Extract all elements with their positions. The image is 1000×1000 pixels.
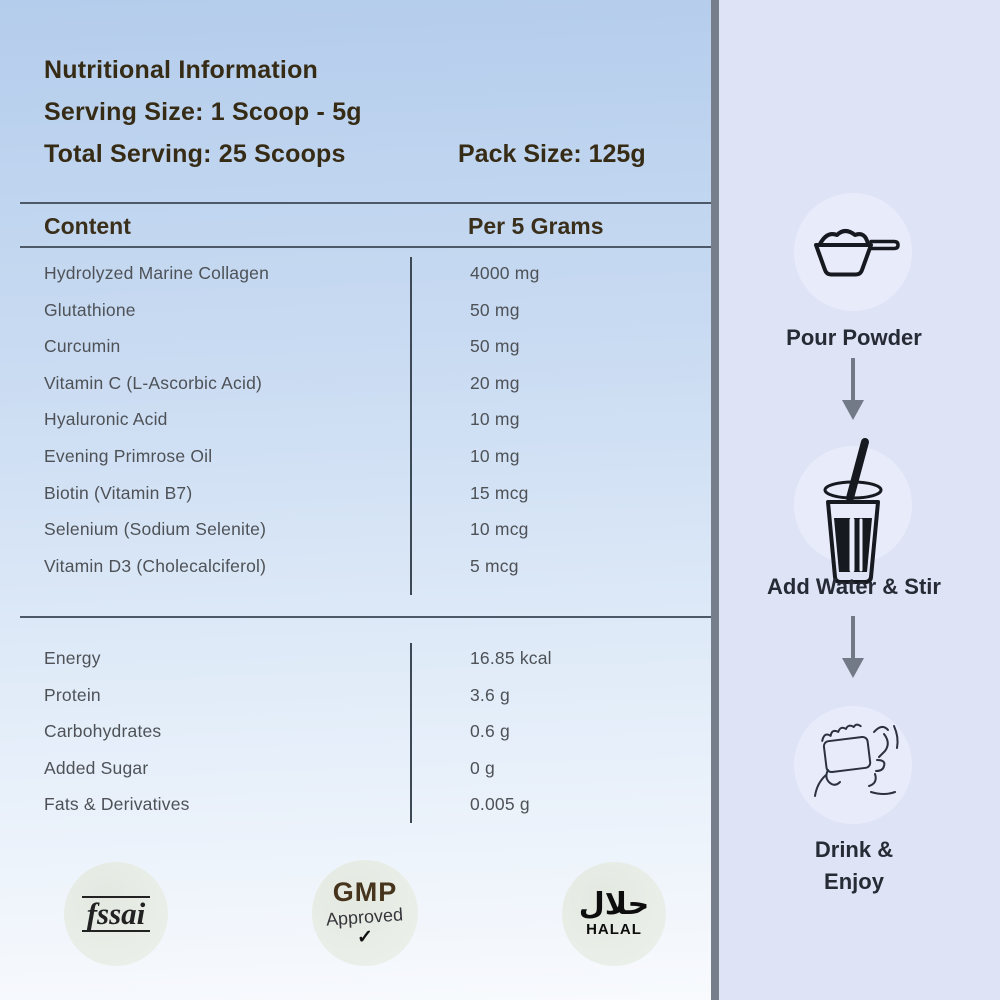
scoop-icon <box>814 229 900 277</box>
table-row: Added Sugar 0 g <box>0 758 711 784</box>
step-label-drink-text: Drink & Enjoy <box>814 837 894 894</box>
rule-under-header <box>20 246 712 248</box>
table-row: Fats & Derivatives 0.005 g <box>0 794 711 820</box>
panel-divider-bar <box>711 0 719 1000</box>
halal-arabic-text: حلال <box>578 887 650 922</box>
row-value: 3.6 g <box>470 684 510 705</box>
table-row: Energy 16.85 kcal <box>0 648 711 674</box>
column-header-content: Content <box>44 213 131 239</box>
row-value: 5 mcg <box>470 555 519 576</box>
rule-section-separator <box>20 616 712 618</box>
step-label-drink: Drink & Enjoy <box>744 834 964 898</box>
row-value: 10 mg <box>470 409 520 430</box>
row-name: Hyaluronic Acid <box>44 409 168 430</box>
row-value: 50 mg <box>470 336 520 357</box>
row-value: 20 mg <box>470 372 520 393</box>
row-name: Added Sugar <box>44 757 149 778</box>
table-row: Curcumin 50 mg <box>0 336 711 362</box>
row-value: 15 mcg <box>470 482 529 503</box>
table-row: Glutathione 50 mg <box>0 300 711 326</box>
rule-top <box>20 202 712 204</box>
row-name: Vitamin D3 (Cholecalciferol) <box>44 555 267 576</box>
table-row: Biotin (Vitamin B7) 15 mcg <box>0 483 711 509</box>
halal-badge: حلال HALAL <box>562 862 666 966</box>
step-label-stir: Add Water & Stir <box>767 574 941 599</box>
row-name: Glutathione <box>44 299 136 320</box>
arrow-down-icon <box>842 616 864 678</box>
row-value: 10 mg <box>470 446 520 466</box>
serving-size-text: Serving Size: 1 Scoop - 5g <box>44 98 362 126</box>
table-row: Carbohydrates 0.6 g <box>0 721 711 747</box>
row-name: Selenium (Sodium Selenite) <box>44 519 267 540</box>
gmp-badge: GMP Approved ✓ <box>312 860 418 966</box>
step-label-pour: Pour Powder <box>786 325 922 350</box>
panel-title: Nutritional Information <box>44 56 319 84</box>
fssai-badge: fssai <box>64 862 168 966</box>
row-name: Vitamin C (L-Ascorbic Acid) <box>44 372 263 393</box>
row-value: 16.85 kcal <box>470 648 552 668</box>
nutrition-column-divider <box>410 643 412 823</box>
row-value: 0 g <box>470 757 495 778</box>
column-header-per5g: Per 5 Grams <box>468 213 604 239</box>
table-row: Hyaluronic Acid 10 mg <box>0 409 711 435</box>
table-row: Evening Primrose Oil 10 mg <box>0 446 711 472</box>
table-row: Vitamin C (L-Ascorbic Acid) 20 mg <box>0 373 711 399</box>
gmp-approved-label: Approved <box>325 903 405 930</box>
table-row: Hydrolyzed Marine Collagen 4000 mg <box>0 263 711 289</box>
table-row: Selenium (Sodium Selenite) 10 mcg <box>0 519 711 545</box>
total-serving-text: Total Serving: 25 Scoops <box>44 140 346 168</box>
table-row: Protein 3.6 g <box>0 685 711 711</box>
row-name: Hydrolyzed Marine Collagen <box>44 263 270 283</box>
table-row: Vitamin D3 (Cholecalciferol) 5 mcg <box>0 556 711 582</box>
halal-label: HALAL <box>586 921 642 938</box>
pack-size-text: Pack Size: 125g <box>458 140 646 168</box>
row-value: 50 mg <box>470 299 520 320</box>
row-name: Evening Primrose Oil <box>44 446 213 466</box>
table-column-divider <box>410 257 412 595</box>
arrow-down-icon <box>842 358 864 420</box>
glass-stir-icon <box>823 438 883 584</box>
drink-glass-icon <box>814 723 899 797</box>
fssai-logo: fssai <box>81 895 151 933</box>
row-name: Energy <box>44 648 101 668</box>
row-value: 4000 mg <box>470 263 540 283</box>
checkmark-icon: ✓ <box>357 927 373 949</box>
nutrition-panel: Nutritional Information Serving Size: 1 … <box>0 0 712 1000</box>
row-name: Protein <box>44 684 101 705</box>
row-value: 0.005 g <box>470 794 530 815</box>
row-name: Curcumin <box>44 336 121 357</box>
row-value: 0.6 g <box>470 721 510 742</box>
row-name: Carbohydrates <box>44 721 162 742</box>
row-value: 10 mcg <box>470 519 529 540</box>
row-name: Biotin (Vitamin B7) <box>44 482 193 503</box>
gmp-label: GMP <box>332 876 398 907</box>
step-circle-pour <box>794 193 912 311</box>
row-name: Fats & Derivatives <box>44 794 190 815</box>
